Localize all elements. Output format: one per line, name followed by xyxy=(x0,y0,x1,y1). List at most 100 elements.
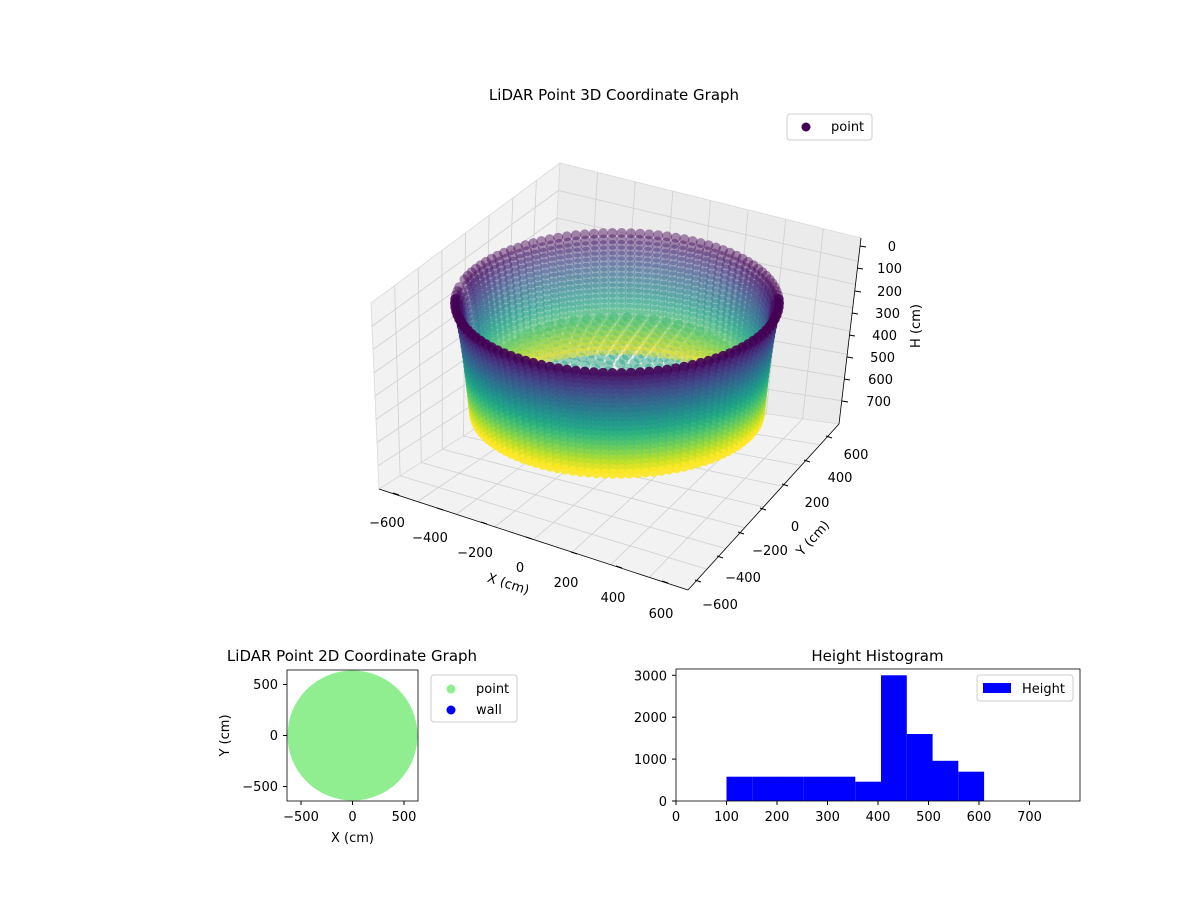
point-marker xyxy=(663,464,674,475)
point-marker xyxy=(539,258,550,269)
point-marker xyxy=(523,337,534,348)
point-marker xyxy=(745,265,756,276)
point-marker xyxy=(476,284,487,295)
point-marker xyxy=(720,264,731,275)
point-marker xyxy=(552,330,563,341)
point-marker xyxy=(537,338,548,349)
point-marker xyxy=(567,343,578,353)
point-marker xyxy=(607,303,618,314)
point-marker xyxy=(714,261,725,272)
point-marker xyxy=(490,309,501,320)
point-marker xyxy=(530,340,541,351)
point-marker xyxy=(590,288,601,299)
point-marker xyxy=(729,256,740,267)
point-marker xyxy=(492,329,503,340)
point-cloud-3d xyxy=(450,228,784,479)
point-marker xyxy=(500,298,511,309)
point-marker xyxy=(659,264,670,275)
point-marker xyxy=(648,342,659,352)
point-marker xyxy=(590,272,601,283)
point-marker xyxy=(548,272,559,283)
legend-3d: point xyxy=(786,113,873,141)
point-marker xyxy=(651,247,662,258)
point-marker xyxy=(674,283,685,294)
point-marker xyxy=(670,232,681,243)
point-marker xyxy=(635,332,646,343)
point-marker xyxy=(487,327,498,338)
point-marker xyxy=(552,340,563,351)
point-marker xyxy=(550,309,561,320)
point-marker xyxy=(686,338,697,349)
point-marker xyxy=(469,296,480,307)
point-marker xyxy=(726,272,737,283)
point-marker xyxy=(564,254,574,264)
point-marker xyxy=(472,288,483,299)
point-marker xyxy=(694,341,705,352)
point-marker xyxy=(523,342,534,353)
point-marker xyxy=(607,334,618,345)
point-marker xyxy=(599,468,610,479)
point-marker xyxy=(650,274,661,285)
point-marker xyxy=(544,321,555,332)
point-marker xyxy=(755,291,765,302)
point-marker xyxy=(468,286,478,297)
point-marker xyxy=(484,267,495,278)
point-marker xyxy=(666,287,677,298)
point-marker xyxy=(599,288,610,299)
point-marker xyxy=(625,228,636,239)
point-marker xyxy=(716,306,727,317)
y-axis-line xyxy=(687,423,840,591)
point-marker xyxy=(572,247,583,258)
point-marker xyxy=(648,331,659,342)
y-tick-label: 200 xyxy=(805,496,830,511)
point-marker xyxy=(497,327,508,337)
point-marker xyxy=(616,239,627,250)
point-marker xyxy=(503,329,514,340)
point-marker xyxy=(658,280,669,291)
point-marker xyxy=(561,231,572,242)
point-marker xyxy=(607,234,618,245)
ticks-2d: −500 0 500 500 0 −500 xyxy=(242,678,416,825)
point-marker xyxy=(589,234,600,245)
point-marker xyxy=(655,342,666,353)
point-marker xyxy=(477,290,488,300)
point-marker xyxy=(685,247,696,258)
histogram-bar xyxy=(932,760,959,801)
point-marker xyxy=(716,251,727,261)
point-marker xyxy=(575,324,586,335)
point-marker xyxy=(574,290,584,300)
point-marker xyxy=(536,317,547,328)
point-marker xyxy=(759,309,770,320)
point-marker xyxy=(743,256,754,267)
point-marker xyxy=(725,277,736,288)
point-marker xyxy=(605,317,616,327)
point-marker xyxy=(698,273,709,283)
point-marker xyxy=(682,290,693,301)
point-marker xyxy=(616,228,627,238)
point-marker xyxy=(669,244,680,255)
point-marker xyxy=(746,324,757,334)
point-marker xyxy=(557,276,567,287)
point-marker xyxy=(725,332,736,343)
point-marker xyxy=(747,313,758,324)
point-marker xyxy=(657,317,668,328)
point-marker xyxy=(695,314,706,325)
point-marker xyxy=(696,304,706,315)
point-marker xyxy=(616,334,627,345)
point-marker xyxy=(661,237,672,248)
point-marker xyxy=(538,247,549,258)
point-marker xyxy=(508,316,519,327)
point-marker xyxy=(579,229,590,240)
point-marker xyxy=(562,237,573,248)
point-marker xyxy=(761,270,772,281)
point-marker xyxy=(514,314,525,324)
point-marker xyxy=(640,325,651,336)
point-marker xyxy=(575,466,586,477)
point-marker xyxy=(657,311,668,322)
point-marker xyxy=(543,321,554,332)
point-marker xyxy=(726,327,737,337)
point-marker xyxy=(484,302,495,313)
point-marker xyxy=(590,278,601,288)
point-marker xyxy=(624,340,635,351)
